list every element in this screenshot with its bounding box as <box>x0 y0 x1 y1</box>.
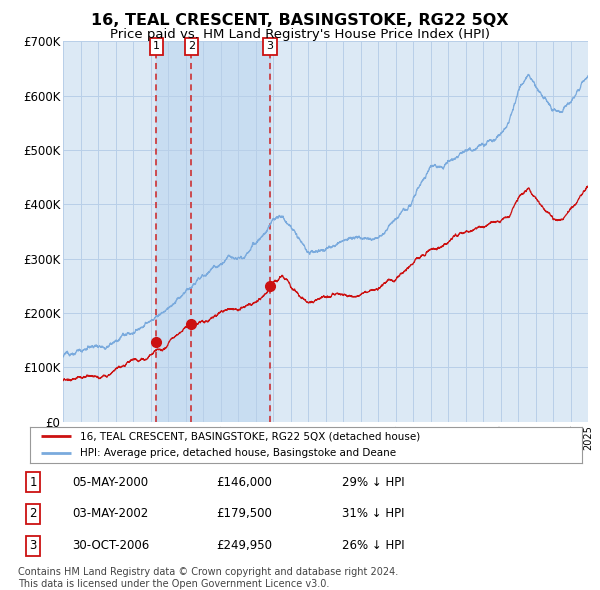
Text: 1: 1 <box>29 476 37 489</box>
Text: £249,950: £249,950 <box>216 539 272 552</box>
Text: £179,500: £179,500 <box>216 507 272 520</box>
Text: 31% ↓ HPI: 31% ↓ HPI <box>342 507 404 520</box>
Text: 1: 1 <box>153 41 160 51</box>
Text: Price paid vs. HM Land Registry's House Price Index (HPI): Price paid vs. HM Land Registry's House … <box>110 28 490 41</box>
Text: 30-OCT-2006: 30-OCT-2006 <box>72 539 149 552</box>
Bar <box>157 41 270 422</box>
Text: 29% ↓ HPI: 29% ↓ HPI <box>342 476 404 489</box>
Text: 3: 3 <box>29 539 37 552</box>
Text: 3: 3 <box>266 41 274 51</box>
Text: 26% ↓ HPI: 26% ↓ HPI <box>342 539 404 552</box>
Text: Contains HM Land Registry data © Crown copyright and database right 2024.
This d: Contains HM Land Registry data © Crown c… <box>18 567 398 589</box>
Text: 05-MAY-2000: 05-MAY-2000 <box>72 476 148 489</box>
Text: £146,000: £146,000 <box>216 476 272 489</box>
Text: 03-MAY-2002: 03-MAY-2002 <box>72 507 148 520</box>
Text: 16, TEAL CRESCENT, BASINGSTOKE, RG22 5QX: 16, TEAL CRESCENT, BASINGSTOKE, RG22 5QX <box>91 13 509 28</box>
Text: 16, TEAL CRESCENT, BASINGSTOKE, RG22 5QX (detached house): 16, TEAL CRESCENT, BASINGSTOKE, RG22 5QX… <box>80 431 420 441</box>
Text: 2: 2 <box>188 41 195 51</box>
Text: HPI: Average price, detached house, Basingstoke and Deane: HPI: Average price, detached house, Basi… <box>80 448 396 458</box>
Text: 2: 2 <box>29 507 37 520</box>
